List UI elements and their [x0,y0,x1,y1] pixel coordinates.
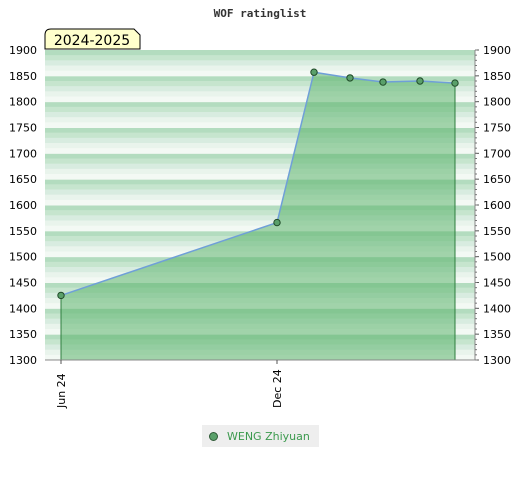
band-stripe [45,153,475,159]
band-stripe [45,143,475,149]
band-stripe [45,91,475,97]
band-stripe [45,55,475,61]
band-stripe [45,65,475,72]
band-stripe [45,199,475,206]
y-tick-label-left: 1800 [9,96,37,109]
data-point [379,78,387,86]
y-tick-label-left: 1600 [9,199,37,212]
y-tick-label-left: 1750 [9,122,37,135]
y-tick-label-right: 1400 [483,302,511,315]
y-tick-label-right: 1650 [483,173,511,186]
y-tick-label-left: 1900 [9,44,37,57]
band-stripe [45,215,475,221]
y-tick-label-right: 1550 [483,225,511,238]
data-markers [57,68,459,300]
x-tick-label: Dec 24 [271,369,284,408]
y-tick-label-right: 1750 [483,122,511,135]
y-tick-label-left: 1850 [9,70,37,83]
y-tick-label-left: 1450 [9,277,37,290]
band-stripe [45,70,475,77]
data-point [310,68,318,76]
season-label: 2024-2025 [54,33,130,49]
legend: WENG Zhiyuan [202,425,319,447]
band-stripe [45,106,475,113]
y-tick-label-right: 1450 [483,277,511,290]
data-point [57,291,65,300]
band-stripe [45,194,475,201]
season-annotation: 2024-2025 [44,28,141,50]
legend-marker-icon [209,431,218,441]
rating-area-fill [61,72,455,360]
band-stripe [45,148,475,154]
y-tick-label-right: 1900 [483,44,511,57]
band-stripe [45,163,475,170]
x-tick-label: Jun 24 [55,373,68,409]
chart-title: WOF ratinglist [214,7,307,20]
data-point [273,218,281,227]
band-stripe [45,205,475,211]
band-stripe [45,127,475,134]
y-tick-label-left: 1500 [9,251,37,264]
y-tick-label-left: 1700 [9,147,37,160]
data-point [451,79,459,87]
band-stripe [45,210,475,216]
band-stripe [45,96,475,103]
y-tick-label-right: 1500 [483,251,511,264]
y-tick-label-left: 1350 [9,328,37,341]
axes: 1300 1300 1350 1350 1400 1400 1450 1450 1500 1500… [9,44,511,409]
band-stripe [45,168,475,175]
band-stripe [45,112,475,118]
band-stripe [45,179,475,185]
y-tick-label-left: 1650 [9,173,37,186]
band-stripe [45,137,475,144]
legend-series-name: WENG Zhiyuan [227,429,310,443]
y-tick-label-right: 1600 [483,199,511,212]
y-tick-label-right: 1300 [483,354,511,367]
band-stripe [45,81,475,87]
y-tick-label-left: 1300 [9,354,37,367]
y-tick-label-left: 1550 [9,225,37,238]
band-stripe [45,101,475,108]
y-tick-label-right: 1850 [483,70,511,83]
y-tick-label-right: 1350 [483,328,511,341]
band-stripe [45,60,475,66]
band-stripe [45,174,475,180]
band-stripe [45,117,475,123]
band-stripe [45,220,475,227]
data-point [416,77,424,85]
band-stripe [45,158,475,165]
data-point [346,74,354,82]
band-stripe [45,189,475,196]
band-stripe [45,86,475,92]
y-tick-label-right: 1700 [483,147,511,160]
band-stripe [45,132,475,139]
y-tick-label-left: 1400 [9,302,37,315]
y-tick-label-right: 1800 [483,96,511,109]
band-stripe [45,184,475,190]
band-stripe [45,75,475,82]
band-stripe [45,122,475,128]
band-stripe [45,50,475,56]
